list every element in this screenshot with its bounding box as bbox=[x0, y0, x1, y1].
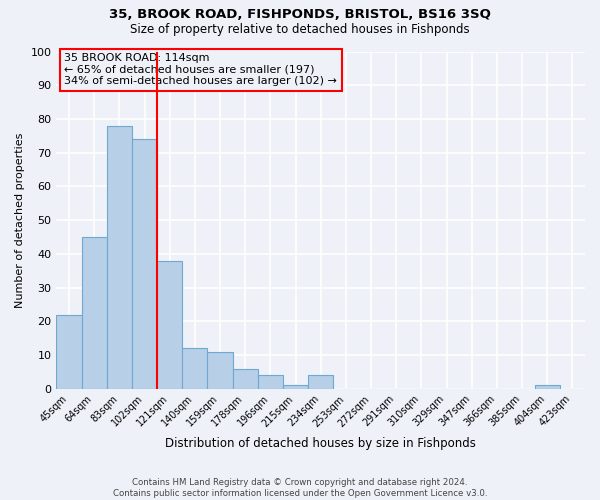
Bar bbox=[132, 139, 157, 389]
Text: Size of property relative to detached houses in Fishponds: Size of property relative to detached ho… bbox=[130, 22, 470, 36]
Bar bbox=[258, 376, 283, 389]
Bar bbox=[82, 237, 107, 389]
Text: 35, BROOK ROAD, FISHPONDS, BRISTOL, BS16 3SQ: 35, BROOK ROAD, FISHPONDS, BRISTOL, BS16… bbox=[109, 8, 491, 20]
Text: 35 BROOK ROAD: 114sqm
← 65% of detached houses are smaller (197)
34% of semi-det: 35 BROOK ROAD: 114sqm ← 65% of detached … bbox=[64, 53, 337, 86]
Text: Contains HM Land Registry data © Crown copyright and database right 2024.
Contai: Contains HM Land Registry data © Crown c… bbox=[113, 478, 487, 498]
Y-axis label: Number of detached properties: Number of detached properties bbox=[15, 132, 25, 308]
Bar bbox=[107, 126, 132, 389]
Bar bbox=[157, 260, 182, 389]
Bar bbox=[208, 352, 233, 389]
Bar bbox=[283, 386, 308, 389]
X-axis label: Distribution of detached houses by size in Fishponds: Distribution of detached houses by size … bbox=[165, 437, 476, 450]
Bar bbox=[535, 386, 560, 389]
Bar bbox=[308, 376, 333, 389]
Bar bbox=[233, 368, 258, 389]
Bar bbox=[182, 348, 208, 389]
Bar bbox=[56, 314, 82, 389]
